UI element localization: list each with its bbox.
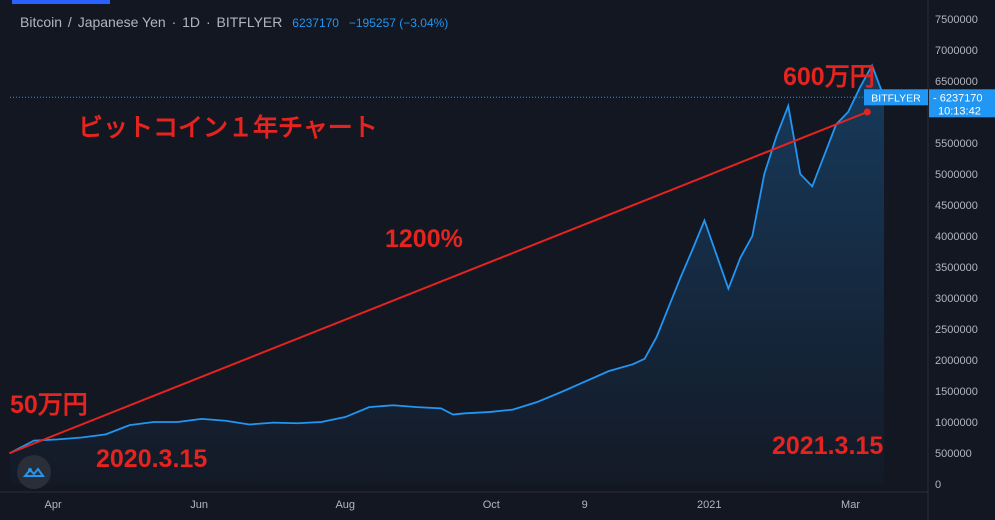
price-point xyxy=(679,276,682,279)
price-point xyxy=(703,219,706,222)
end-date-annotation: 2021.3.15 xyxy=(772,432,884,460)
x-tick-label: Mar xyxy=(841,499,860,511)
price-point xyxy=(320,421,323,423)
y-tick-label: 3500000 xyxy=(935,262,978,274)
x-tick-label: 2021 xyxy=(697,499,721,511)
y-tick-label: 7000000 xyxy=(935,45,978,57)
chart-title-annotation: ビットコイン１年チャート xyxy=(78,114,378,142)
price-point xyxy=(440,407,442,410)
symbol-header: Bitcoin / Japanese Yen · 1D · BITFLYER 6… xyxy=(20,14,448,30)
x-tick-label: Jun xyxy=(190,499,208,511)
y-tick-label: 0 xyxy=(935,479,941,491)
price-point xyxy=(559,391,562,394)
price-point xyxy=(464,412,466,415)
price-point xyxy=(512,408,514,411)
price-point xyxy=(859,86,861,88)
y-tick-label: 1000000 xyxy=(935,417,978,429)
start-date-annotation: 2020.3.15 xyxy=(96,445,208,473)
trend-line xyxy=(9,111,868,454)
price-point xyxy=(248,423,251,426)
price-point xyxy=(739,256,742,259)
price-point xyxy=(416,406,418,408)
price-change: −195257 (−3.04%) xyxy=(348,16,449,30)
symbol-separator: / xyxy=(67,14,72,30)
price-point xyxy=(200,418,203,420)
price-point xyxy=(296,422,299,425)
y-tick-label: 5500000 xyxy=(935,138,978,150)
price-point xyxy=(33,439,35,442)
y-tick-label: 3000000 xyxy=(935,293,978,305)
trend-line-end-point xyxy=(863,108,871,116)
price-point xyxy=(57,438,59,441)
exchange-tag-label: BITFLYER xyxy=(871,92,921,104)
price-point xyxy=(799,173,802,175)
price-point xyxy=(631,363,634,366)
price-point xyxy=(128,424,131,426)
price-point xyxy=(823,154,825,157)
price-point xyxy=(655,336,658,338)
price-point xyxy=(224,419,227,422)
price-point xyxy=(691,248,694,251)
price-point xyxy=(392,404,394,407)
last-price: 6237170 xyxy=(292,16,339,30)
x-tick-label: Apr xyxy=(45,499,62,511)
price-point xyxy=(152,421,155,423)
header-dot: · xyxy=(205,14,211,30)
y-tick-label: 1500000 xyxy=(935,386,978,398)
x-tick-label: 9 xyxy=(582,499,588,511)
interval-label: 1D xyxy=(182,14,201,30)
price-tag xyxy=(929,89,995,118)
price-point xyxy=(751,235,754,237)
y-tick-label: 2000000 xyxy=(935,355,978,367)
price-point xyxy=(763,173,766,175)
exchange-tag xyxy=(864,89,928,106)
active-tab-indicator xyxy=(12,0,110,4)
price-point xyxy=(452,413,454,416)
price-point xyxy=(667,306,670,309)
price-point xyxy=(272,421,275,424)
price-point xyxy=(104,433,107,436)
price-point xyxy=(81,436,83,439)
price-point xyxy=(811,185,814,188)
price-point xyxy=(727,287,730,290)
y-tick-label: 4000000 xyxy=(935,231,978,243)
price-point xyxy=(775,136,778,138)
price-point xyxy=(176,421,179,423)
price-point xyxy=(344,416,347,418)
price-point xyxy=(847,111,849,113)
price-tag-countdown: 10:13:42 xyxy=(938,105,981,117)
price-point xyxy=(871,64,873,67)
price-tag-value: - 6237170 xyxy=(933,92,983,104)
price-point xyxy=(536,401,538,403)
symbol-name: Bitcoin xyxy=(20,14,63,30)
quote-currency: Japanese Yen xyxy=(77,14,166,30)
exchange-label: BITFLYER xyxy=(216,14,283,30)
y-tick-label: 500000 xyxy=(935,448,972,460)
price-point xyxy=(607,370,610,372)
y-tick-label: 4500000 xyxy=(935,200,978,212)
price-point xyxy=(643,357,646,360)
price-area-fill xyxy=(10,65,885,484)
price-point xyxy=(488,411,490,413)
price-point xyxy=(787,105,790,107)
y-tick-label: 7500000 xyxy=(935,14,978,26)
y-tick-label: 6500000 xyxy=(935,76,978,88)
x-tick-label: Oct xyxy=(483,499,500,511)
x-tick-label: Aug xyxy=(335,499,355,511)
price-point xyxy=(583,380,586,383)
tradingview-logo-icon[interactable] xyxy=(17,455,51,489)
header-dot: · xyxy=(171,14,177,30)
start-value-annotation: 50万円 xyxy=(10,391,88,419)
price-point xyxy=(368,406,371,408)
gain-annotation: 1200% xyxy=(385,225,463,253)
price-point xyxy=(715,253,718,256)
end-value-annotation: 600万円 xyxy=(783,63,875,91)
y-tick-label: 2500000 xyxy=(935,324,978,336)
y-tick-label: 5000000 xyxy=(935,169,978,181)
